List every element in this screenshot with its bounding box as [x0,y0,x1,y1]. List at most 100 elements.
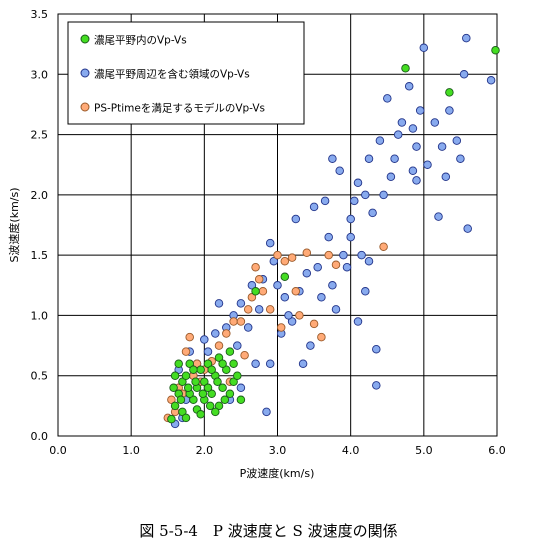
legend-marker-series-3 [80,102,90,112]
data-point [346,214,355,224]
data-point [236,383,246,393]
data-point [459,70,469,79]
data-point [353,178,363,188]
data-point [170,371,180,380]
data-points [163,33,500,429]
x-axis-label: P波速度(km/s) [240,466,315,480]
x-tick-label: 1.0 [122,444,140,457]
data-point [191,377,200,386]
data-point [196,365,205,374]
data-point [203,347,213,356]
data-point [213,377,222,386]
legend-box [67,21,305,125]
data-point [181,347,191,356]
data-point [214,299,224,308]
data-point [174,359,183,368]
data-point [412,142,421,151]
x-tick-label: 4.0 [342,444,360,457]
data-point [404,82,414,91]
y-tick-label: 0.5 [31,370,49,383]
data-point [317,293,326,302]
data-point [456,154,465,163]
data-point [214,401,224,411]
data-point [280,272,290,282]
data-point [491,45,500,55]
series-2-points [170,33,496,429]
data-point [287,317,297,326]
data-point [291,214,301,224]
data-point [189,365,198,374]
legend-marker-series-2 [80,68,90,78]
series-3-points [163,242,388,423]
data-point [251,262,260,272]
plot-area-border [57,13,498,437]
legend-marker-series-1 [80,34,90,44]
series-1-points [167,45,500,424]
data-point [302,248,312,257]
y-tick-label: 1.0 [31,309,49,322]
data-point [203,383,213,393]
data-point [379,242,388,251]
data-point [214,341,224,350]
data-point [251,287,260,296]
data-point [220,395,230,405]
data-point [463,224,472,233]
data-point [222,329,231,338]
data-point [200,377,209,386]
y-tick-label: 3.0 [31,68,49,81]
data-point [269,256,279,266]
data-point [437,142,447,151]
y-axis-label: S波速度(km/s) [7,187,21,262]
data-point [412,176,421,185]
data-point [265,359,275,368]
x-tick-label: 6.0 [488,444,506,457]
data-point [169,383,178,393]
data-point [243,305,253,314]
data-point [181,413,191,423]
data-point [361,190,370,200]
data-point [462,33,471,43]
data-point [452,136,462,145]
legend: 濃尾平野内のVp-Vs 濃尾平野周辺を含む領域のVp-Vs PS-Ptimeを満… [67,21,305,125]
data-point [328,154,337,163]
x-tick-label: 3.0 [269,444,287,457]
data-point [306,341,315,350]
x-tick-label: 5.0 [415,444,433,457]
data-point [229,377,238,386]
data-point [328,281,337,290]
data-point [445,106,454,115]
data-point [372,344,381,354]
data-point [262,407,271,417]
data-point [273,281,282,290]
data-point [254,305,264,314]
data-point [236,317,246,326]
data-point [185,332,194,342]
data-point [211,407,220,417]
data-point [408,124,418,133]
data-point [222,365,231,374]
data-point [251,359,260,368]
data-point [181,371,191,380]
data-point [284,311,293,320]
data-point [375,136,385,145]
data-point [205,401,215,411]
data-point [167,414,176,424]
data-point [273,250,282,260]
data-point [430,118,440,127]
data-point [302,268,312,278]
data-point [207,365,216,374]
data-point [383,94,392,103]
data-point [298,359,308,368]
data-point [364,256,374,266]
data-point [397,118,407,127]
data-point [254,275,264,284]
data-point [247,281,257,290]
data-point [276,323,286,332]
data-point [167,395,176,405]
x-tick-label: 0.0 [49,444,67,457]
data-point [353,317,363,326]
data-point [258,287,268,296]
data-point [265,238,275,248]
data-point [236,395,246,405]
data-point [198,389,208,399]
